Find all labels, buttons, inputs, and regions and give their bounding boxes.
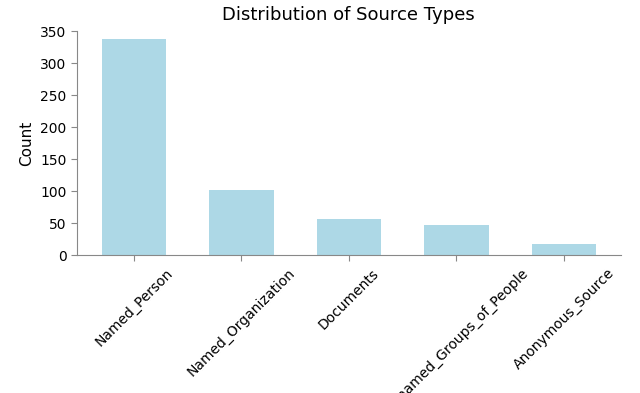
Bar <box>532 244 596 255</box>
Bar <box>209 190 273 255</box>
Title: Distribution of Source Types: Distribution of Source Types <box>223 6 475 24</box>
Bar <box>317 219 381 255</box>
Y-axis label: Count: Count <box>19 121 35 166</box>
Bar <box>102 39 166 255</box>
Bar <box>424 225 488 255</box>
